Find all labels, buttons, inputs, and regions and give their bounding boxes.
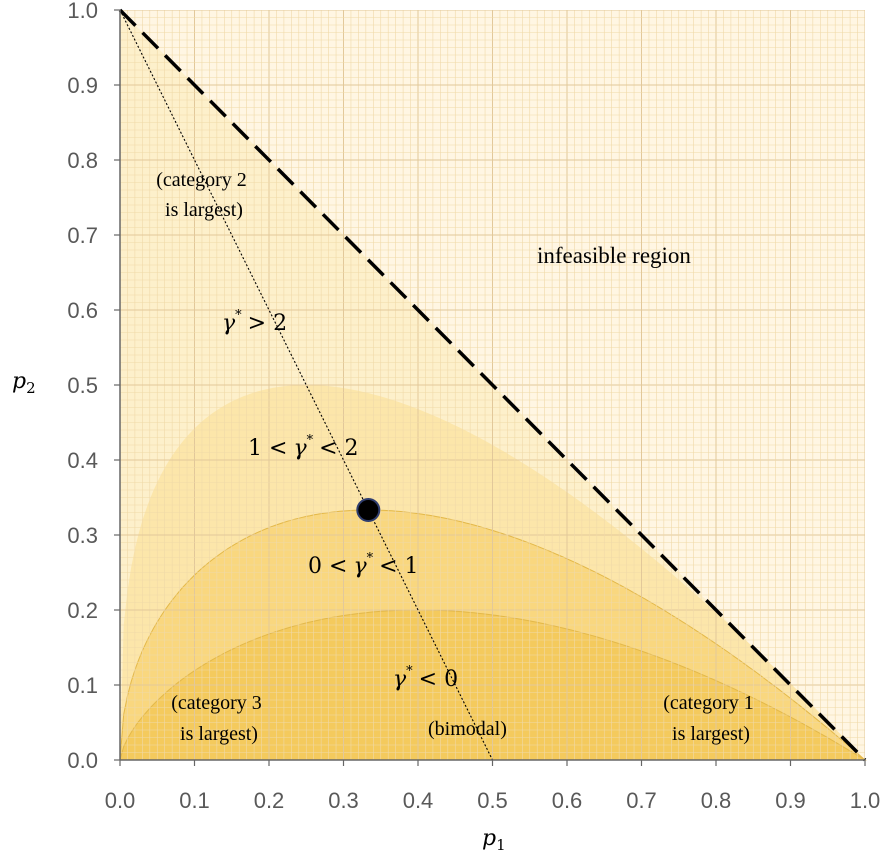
y-tick-label: 0.4: [67, 448, 98, 473]
x-tick-label: 0.5: [477, 788, 508, 813]
x-tick-label: 1.0: [850, 788, 881, 813]
y-tick-label: 0.3: [67, 523, 98, 548]
y-axis-label: p2: [12, 369, 36, 397]
y-tick-label: 0.5: [67, 373, 98, 398]
y-tick-label: 0.6: [67, 298, 98, 323]
annotation-infeasible-region: infeasible region: [537, 243, 691, 268]
annotation-gamma-1-to-2: 1 < γ* < 2: [248, 433, 359, 461]
annotation-bimodal: (bimodal): [428, 718, 507, 740]
y-ticks: 0.0 0.1 0.2 0.3 0.4 0.5 0.6 0.7 0.8 0.9 1.0: [67, 0, 120, 773]
y-tick-label: 1.0: [67, 0, 98, 23]
annotation-gamma-greater-2: γ* > 2: [222, 308, 287, 336]
x-tick-label: 0.7: [626, 788, 657, 813]
y-tick-label: 0.0: [67, 748, 98, 773]
y-tick-label: 0.2: [67, 598, 98, 623]
x-axis-label: p1: [482, 826, 506, 854]
x-tick-label: 0.0: [105, 788, 136, 813]
x-tick-label: 0.8: [701, 788, 732, 813]
y-tick-label: 0.9: [67, 73, 98, 98]
x-tick-label: 0.6: [552, 788, 583, 813]
gridlines: [120, 10, 865, 760]
annotation-gamma-less-0: γ* < 0: [393, 664, 458, 692]
x-tick-label: 0.9: [775, 788, 806, 813]
annotation-category-2: (category 2 is largest): [156, 169, 252, 221]
annotation-category-1: (category 1 is largest): [663, 692, 759, 745]
x-ticks: 0.0 0.1 0.2 0.3 0.4 0.5 0.6 0.7 0.8 0.9 1.0: [105, 760, 881, 813]
annotation-category-3: (category 3 is largest): [171, 692, 267, 745]
x-tick-label: 0.2: [254, 788, 285, 813]
annotation-gamma-0-to-1: 0 < γ* < 1: [308, 551, 419, 579]
x-tick-label: 0.4: [403, 788, 434, 813]
y-tick-label: 0.1: [67, 673, 98, 698]
y-tick-label: 0.8: [67, 148, 98, 173]
x-tick-label: 0.1: [179, 788, 210, 813]
dotted-divider-line: [119, 9, 493, 761]
x-tick-label: 0.3: [328, 788, 359, 813]
y-tick-label: 0.7: [67, 223, 98, 248]
data-point: [356, 498, 381, 523]
feasibility-boundary-line: [118, 8, 867, 762]
